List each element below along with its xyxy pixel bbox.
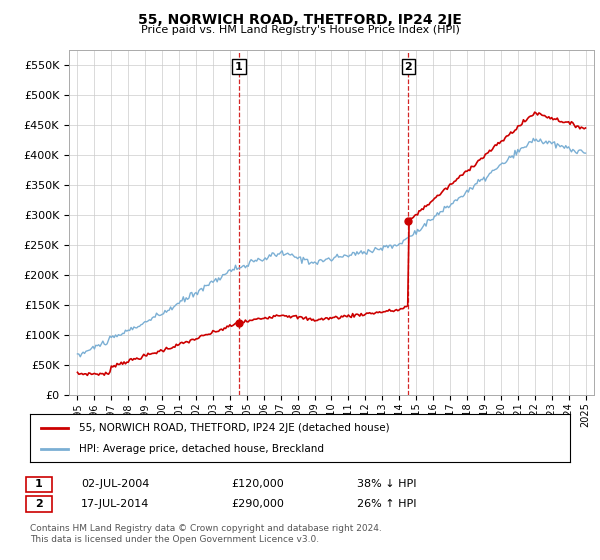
Text: 55, NORWICH ROAD, THETFORD, IP24 2JE (detached house): 55, NORWICH ROAD, THETFORD, IP24 2JE (de… (79, 423, 389, 433)
Text: 1: 1 (235, 62, 243, 72)
Text: 2: 2 (35, 499, 43, 509)
Text: £290,000: £290,000 (231, 499, 284, 509)
Text: HPI: Average price, detached house, Breckland: HPI: Average price, detached house, Brec… (79, 444, 323, 454)
Text: 2: 2 (404, 62, 412, 72)
Text: Contains HM Land Registry data © Crown copyright and database right 2024.: Contains HM Land Registry data © Crown c… (30, 524, 382, 533)
Text: 1: 1 (35, 479, 43, 489)
Text: 02-JUL-2004: 02-JUL-2004 (81, 479, 149, 489)
Text: 55, NORWICH ROAD, THETFORD, IP24 2JE: 55, NORWICH ROAD, THETFORD, IP24 2JE (138, 13, 462, 27)
Text: £120,000: £120,000 (231, 479, 284, 489)
Text: Price paid vs. HM Land Registry's House Price Index (HPI): Price paid vs. HM Land Registry's House … (140, 25, 460, 35)
Text: This data is licensed under the Open Government Licence v3.0.: This data is licensed under the Open Gov… (30, 535, 319, 544)
Text: 17-JUL-2014: 17-JUL-2014 (81, 499, 149, 509)
Text: 26% ↑ HPI: 26% ↑ HPI (357, 499, 416, 509)
Text: 38% ↓ HPI: 38% ↓ HPI (357, 479, 416, 489)
